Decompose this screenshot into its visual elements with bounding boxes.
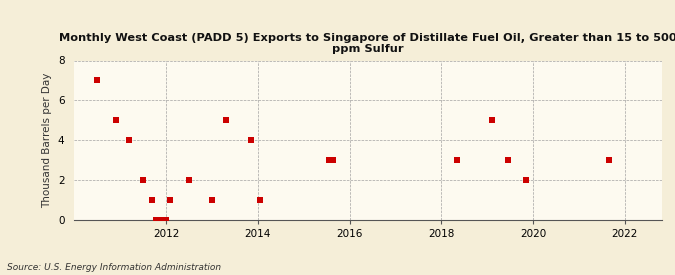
Point [124, 138, 135, 142]
Point [184, 178, 194, 182]
Point [151, 218, 161, 222]
Point [603, 158, 614, 162]
Point [323, 158, 334, 162]
Point [164, 198, 175, 202]
Point [328, 158, 339, 162]
Point [502, 158, 513, 162]
Point [220, 118, 231, 123]
Point [254, 198, 265, 202]
Point [487, 118, 497, 123]
Point [138, 178, 148, 182]
Title: Monthly West Coast (PADD 5) Exports to Singapore of Distillate Fuel Oil, Greater: Monthly West Coast (PADD 5) Exports to S… [59, 32, 675, 54]
Point [110, 118, 121, 123]
Point [92, 78, 103, 82]
Point [246, 138, 256, 142]
Point [147, 198, 158, 202]
Y-axis label: Thousand Barrels per Day: Thousand Barrels per Day [43, 73, 53, 208]
Point [520, 178, 531, 182]
Point [207, 198, 217, 202]
Point [155, 218, 166, 222]
Point [161, 218, 171, 222]
Point [452, 158, 463, 162]
Text: Source: U.S. Energy Information Administration: Source: U.S. Energy Information Administ… [7, 263, 221, 272]
